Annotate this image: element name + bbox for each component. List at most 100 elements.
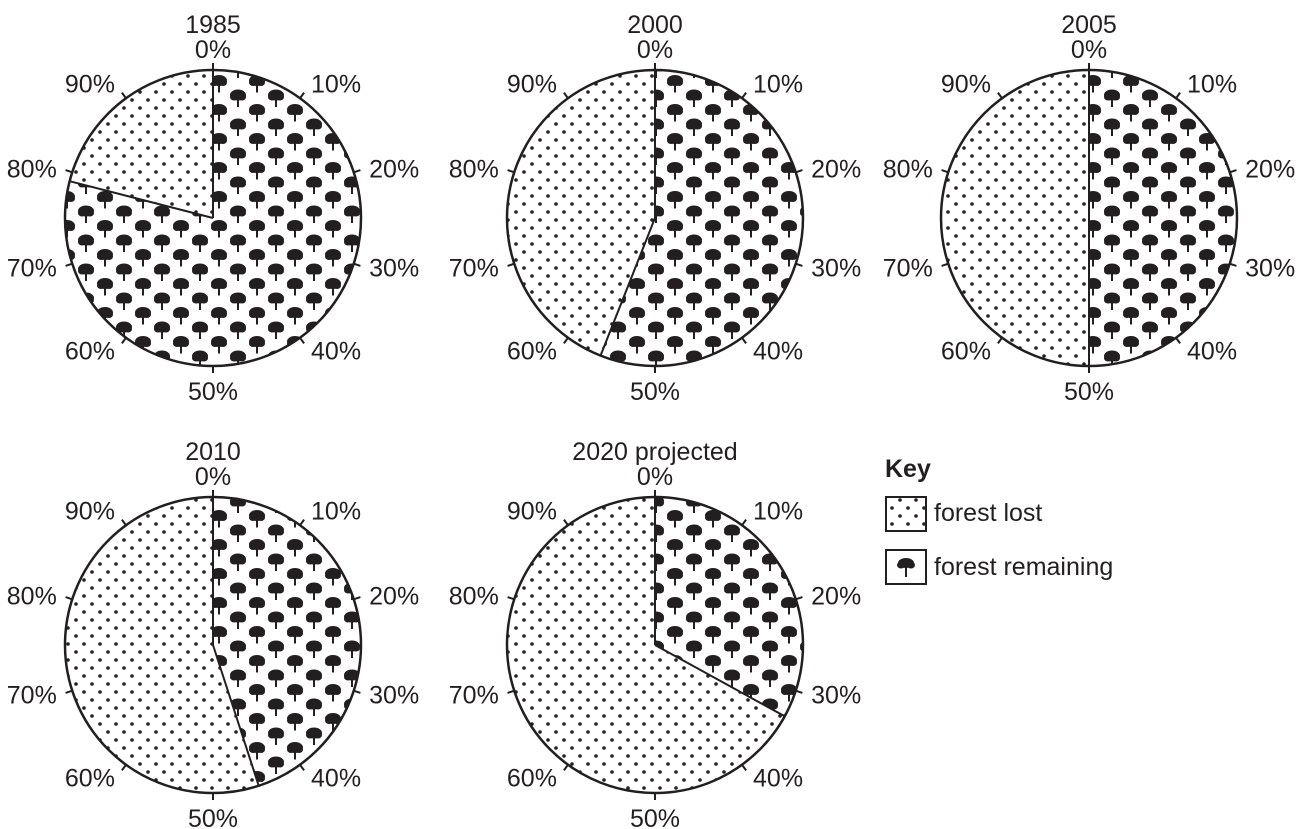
tick-3 bbox=[795, 689, 803, 694]
tick-2 bbox=[795, 169, 803, 174]
tick-label: 70% bbox=[449, 681, 499, 709]
tick-label: 80% bbox=[449, 156, 499, 184]
tick-label: 20% bbox=[811, 156, 861, 184]
tick-label: 10% bbox=[311, 498, 361, 526]
tick-label: 30% bbox=[369, 254, 419, 282]
tick-label: 20% bbox=[369, 156, 419, 184]
tick-label: 90% bbox=[941, 71, 991, 99]
tick-1 bbox=[1175, 92, 1181, 99]
tick-label: 40% bbox=[1187, 337, 1237, 365]
tick-label: 80% bbox=[7, 156, 57, 184]
tick-6 bbox=[997, 337, 1003, 344]
divider-boundary bbox=[69, 180, 214, 219]
slice-forest-lost bbox=[64, 497, 259, 793]
chart-title: 2000 bbox=[627, 11, 683, 39]
tick-7 bbox=[507, 689, 515, 694]
tick-8 bbox=[507, 169, 515, 174]
tick-4 bbox=[741, 337, 747, 344]
tick-9 bbox=[563, 519, 569, 526]
divider-boundary bbox=[654, 644, 786, 718]
tick-6 bbox=[563, 337, 569, 344]
tick-label: 60% bbox=[941, 337, 991, 365]
tick-label: 60% bbox=[65, 337, 115, 365]
tick-7 bbox=[507, 262, 515, 267]
tick-4 bbox=[299, 337, 305, 344]
tick-label: 90% bbox=[65, 71, 115, 99]
tick-label: 60% bbox=[507, 337, 557, 365]
tick-4 bbox=[1175, 337, 1181, 344]
tick-label: 80% bbox=[883, 156, 933, 184]
tick-label: 40% bbox=[311, 337, 361, 365]
tick-label: 10% bbox=[1187, 71, 1237, 99]
tick-1 bbox=[299, 92, 305, 99]
tick-3 bbox=[353, 689, 361, 694]
tick-label: 20% bbox=[1245, 156, 1295, 184]
tick-6 bbox=[121, 764, 127, 771]
slice-forest-remaining bbox=[213, 497, 361, 786]
key-label-forest-remaining: forest remaining bbox=[934, 553, 1113, 581]
tick-label: 40% bbox=[753, 337, 803, 365]
tick-2 bbox=[795, 596, 803, 601]
tick-label: 10% bbox=[311, 71, 361, 99]
slice-forest-lost bbox=[69, 70, 213, 218]
tick-label: 0% bbox=[1071, 36, 1107, 64]
slice-forest-remaining bbox=[655, 497, 803, 717]
tick-1 bbox=[741, 92, 747, 99]
slice-forest-remaining bbox=[1089, 70, 1237, 366]
tick-9 bbox=[121, 92, 127, 99]
tick-4 bbox=[299, 764, 305, 771]
tick-label: 30% bbox=[1245, 254, 1295, 282]
tick-label: 70% bbox=[7, 681, 57, 709]
tick-label: 50% bbox=[630, 805, 680, 829]
tick-4 bbox=[741, 764, 747, 771]
tick-label: 10% bbox=[753, 498, 803, 526]
tick-label: 90% bbox=[65, 498, 115, 526]
divider-boundary bbox=[212, 644, 260, 787]
tick-8 bbox=[65, 169, 73, 174]
tick-9 bbox=[997, 92, 1003, 99]
tick-6 bbox=[121, 337, 127, 344]
tick-7 bbox=[65, 262, 73, 267]
tick-label: 30% bbox=[811, 254, 861, 282]
tick-2 bbox=[1229, 169, 1237, 174]
slice-forest-lost bbox=[941, 70, 1089, 366]
tick-8 bbox=[507, 596, 515, 601]
pie-charts: 19850%10%20%30%40%50%60%70%80%90%20000%1… bbox=[7, 11, 1295, 829]
tick-label: 50% bbox=[630, 378, 680, 406]
chart-title: 1985 bbox=[185, 11, 241, 39]
tick-label: 30% bbox=[369, 681, 419, 709]
tick-label: 70% bbox=[7, 254, 57, 282]
tick-3 bbox=[353, 262, 361, 267]
tick-label: 0% bbox=[195, 463, 231, 491]
key: Key forest lost forest remaining bbox=[885, 455, 1113, 585]
tick-label: 0% bbox=[637, 463, 673, 491]
tick-label: 0% bbox=[195, 36, 231, 64]
tick-label: 80% bbox=[7, 583, 57, 611]
tick-1 bbox=[741, 519, 747, 526]
tick-label: 10% bbox=[753, 71, 803, 99]
tick-3 bbox=[795, 262, 803, 267]
tick-8 bbox=[941, 169, 949, 174]
key-title: Key bbox=[885, 455, 931, 483]
tick-9 bbox=[563, 92, 569, 99]
tick-2 bbox=[353, 596, 361, 601]
tick-label: 70% bbox=[449, 254, 499, 282]
tick-label: 90% bbox=[507, 498, 557, 526]
chart-title: 2020 projected bbox=[572, 438, 737, 466]
tick-2 bbox=[353, 169, 361, 174]
slice-forest-remaining bbox=[600, 70, 803, 366]
forest-lost-swatch bbox=[885, 496, 927, 532]
divider-boundary bbox=[599, 217, 656, 356]
tick-label: 60% bbox=[65, 764, 115, 792]
tick-label: 20% bbox=[811, 583, 861, 611]
tick-label: 50% bbox=[1064, 378, 1114, 406]
chart-title: 2005 bbox=[1061, 11, 1117, 39]
tick-7 bbox=[65, 689, 73, 694]
tick-1 bbox=[299, 519, 305, 526]
